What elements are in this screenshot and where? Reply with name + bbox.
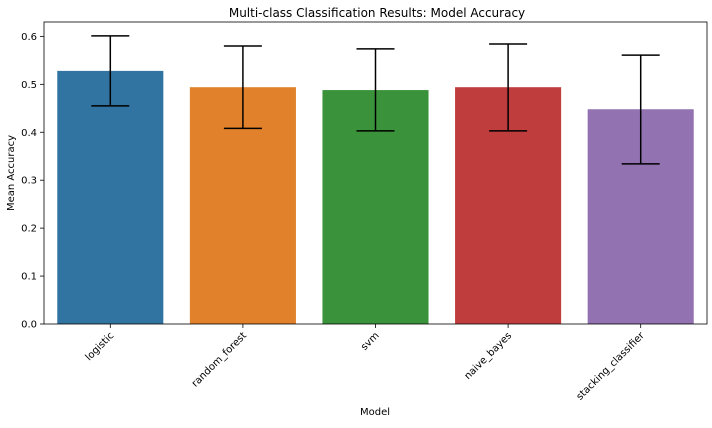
error-bar-naive_bayes [489, 43, 528, 132]
error-bar-stacking_classifier [621, 54, 660, 165]
error-bar-random_forest [223, 45, 262, 130]
y-tick-label: 0.1 [21, 272, 37, 283]
error-bar-logistic [91, 35, 130, 107]
y-tick-label: 0.0 [21, 320, 37, 331]
y-tick-label: 0.3 [21, 176, 37, 187]
chart-title: Multi-class Classification Results: Mode… [229, 6, 525, 20]
y-axis-label: Mean Accuracy [6, 135, 17, 211]
x-axis: logistic random_forest svm naive_bayes stack… [84, 324, 648, 403]
x-axis-label: Model [360, 407, 390, 418]
y-tick-label: 0.6 [21, 32, 37, 43]
x-tick-label-logistic: logistic [84, 330, 117, 363]
y-tick-label: 0.5 [21, 80, 37, 91]
x-tick-label-random_forest: random_forest [190, 330, 249, 389]
plot-area [57, 35, 694, 325]
y-tick-label: 0.4 [21, 128, 37, 139]
bar-logistic [57, 70, 164, 325]
x-tick-label-naive_bayes: naive_bayes [463, 330, 515, 382]
x-tick-label-svm: svm [359, 330, 382, 353]
y-axis: 0.0 0.1 0.2 0.3 0.4 0.5 0.6 [21, 32, 44, 331]
error-bar-svm [356, 48, 395, 132]
y-tick-label: 0.2 [21, 224, 37, 235]
x-tick-label-stacking_classifier: stacking_classifier [575, 330, 648, 403]
